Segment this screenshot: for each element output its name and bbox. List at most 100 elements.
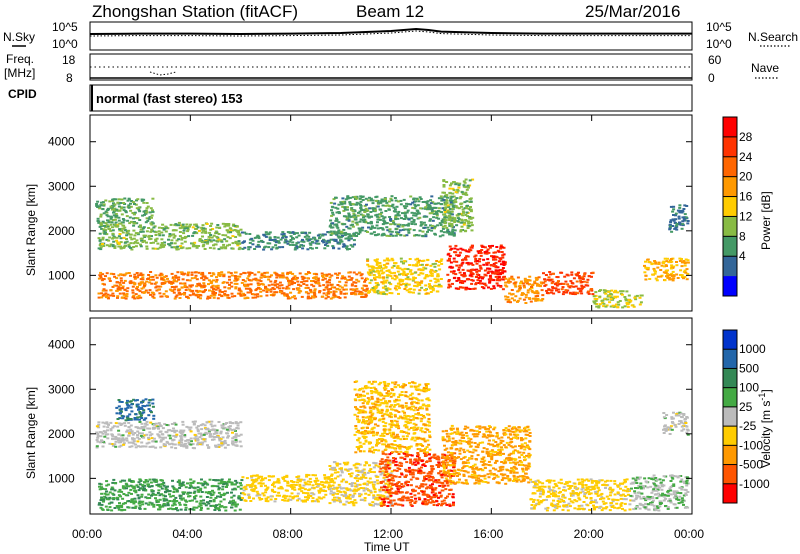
power-cell [176, 245, 180, 248]
power-ytick-label: 2000 [48, 224, 75, 238]
velocity-cell [233, 483, 236, 486]
power-cell [103, 224, 107, 227]
velocity-cell [161, 483, 165, 486]
power-cell [221, 234, 225, 237]
velocity-cell [379, 473, 383, 476]
velocity-cell [189, 426, 193, 429]
power-cell [400, 280, 404, 283]
power-cell [309, 238, 313, 241]
power-cell [419, 207, 423, 210]
power-cell [330, 209, 333, 212]
velocity-cell [257, 496, 261, 499]
power-cell [443, 211, 447, 213]
velocity-cell [140, 495, 144, 498]
power-cell [192, 243, 196, 246]
power-cell [413, 277, 417, 279]
power-cell [463, 222, 467, 224]
power-cell [451, 230, 455, 233]
velocity-cell [154, 493, 158, 496]
power-cell [368, 268, 372, 271]
power-cell [144, 234, 148, 237]
power-cell [118, 233, 122, 235]
power-cell [249, 291, 252, 294]
power-cell [358, 210, 362, 213]
velocity-cell [374, 462, 378, 465]
velocity-cell [336, 475, 340, 478]
velocity-cell [168, 500, 172, 502]
velocity-cell [250, 485, 254, 488]
power-cell [143, 213, 146, 216]
velocity-cell [202, 438, 206, 441]
velocity-cell [212, 479, 216, 481]
power-cell [375, 282, 379, 285]
power-cell [141, 214, 145, 217]
velocity-cell [234, 505, 238, 508]
power-cell [396, 267, 400, 270]
velocity-cell [349, 489, 353, 492]
power-cell [377, 265, 381, 268]
power-cell [500, 251, 504, 253]
velocity-cell [135, 399, 139, 402]
power-cell [133, 241, 137, 244]
power-cell [665, 260, 669, 263]
power-cell [154, 286, 158, 289]
power-cell [149, 207, 153, 210]
velocity-cell [148, 427, 152, 430]
velocity-cell [150, 411, 153, 414]
power-cell [212, 247, 216, 250]
velocity-cell [144, 445, 148, 448]
power-cell [675, 261, 678, 263]
power-cell [390, 205, 394, 207]
power-cell [593, 302, 597, 305]
power-cell [135, 287, 139, 290]
power-cell [605, 304, 609, 307]
velocity-cell [110, 509, 114, 512]
velocity-cell [200, 507, 203, 509]
power-cell [233, 275, 237, 277]
power-cell [110, 221, 114, 224]
power-cell [355, 235, 359, 237]
power-cell [675, 222, 679, 225]
power-cell [375, 276, 379, 279]
power-cell [306, 248, 310, 251]
power-cell [141, 276, 145, 279]
power-cell [659, 275, 663, 278]
power-cell [309, 246, 313, 249]
power-cell [609, 296, 613, 299]
velocity-cell [193, 497, 197, 500]
velocity-cell [211, 438, 214, 441]
power-cell [437, 285, 441, 288]
power-cell [482, 263, 486, 266]
velocity-cell [283, 499, 287, 502]
power-cell [269, 290, 273, 293]
power-cell [281, 276, 285, 279]
power-cell [367, 216, 371, 219]
velocity-cell [139, 479, 143, 482]
power-cell [388, 271, 392, 274]
power-cell [128, 222, 132, 225]
power-cell [465, 200, 469, 203]
power-cell [222, 273, 226, 276]
velocity-cell [123, 424, 127, 427]
power-cell [111, 244, 115, 247]
velocity-cell [110, 434, 114, 436]
velocity-cell [282, 477, 286, 480]
velocity-cell [367, 493, 371, 496]
power-cell [428, 218, 432, 221]
power-cell [224, 234, 228, 237]
power-cell [653, 260, 657, 262]
power-cell [139, 226, 143, 228]
power-cell [304, 287, 308, 289]
velocity-cell [123, 502, 127, 504]
power-cell [207, 235, 211, 238]
velocity-cell [154, 478, 158, 481]
power-cell [180, 242, 184, 245]
power-cell [453, 260, 456, 263]
velocity-cell [314, 474, 317, 477]
power-cell [478, 275, 482, 278]
power-cell [173, 288, 177, 291]
power-cell [196, 296, 200, 299]
power-cell [362, 289, 366, 292]
power-cell [193, 241, 197, 244]
velocity-cell [346, 461, 350, 464]
